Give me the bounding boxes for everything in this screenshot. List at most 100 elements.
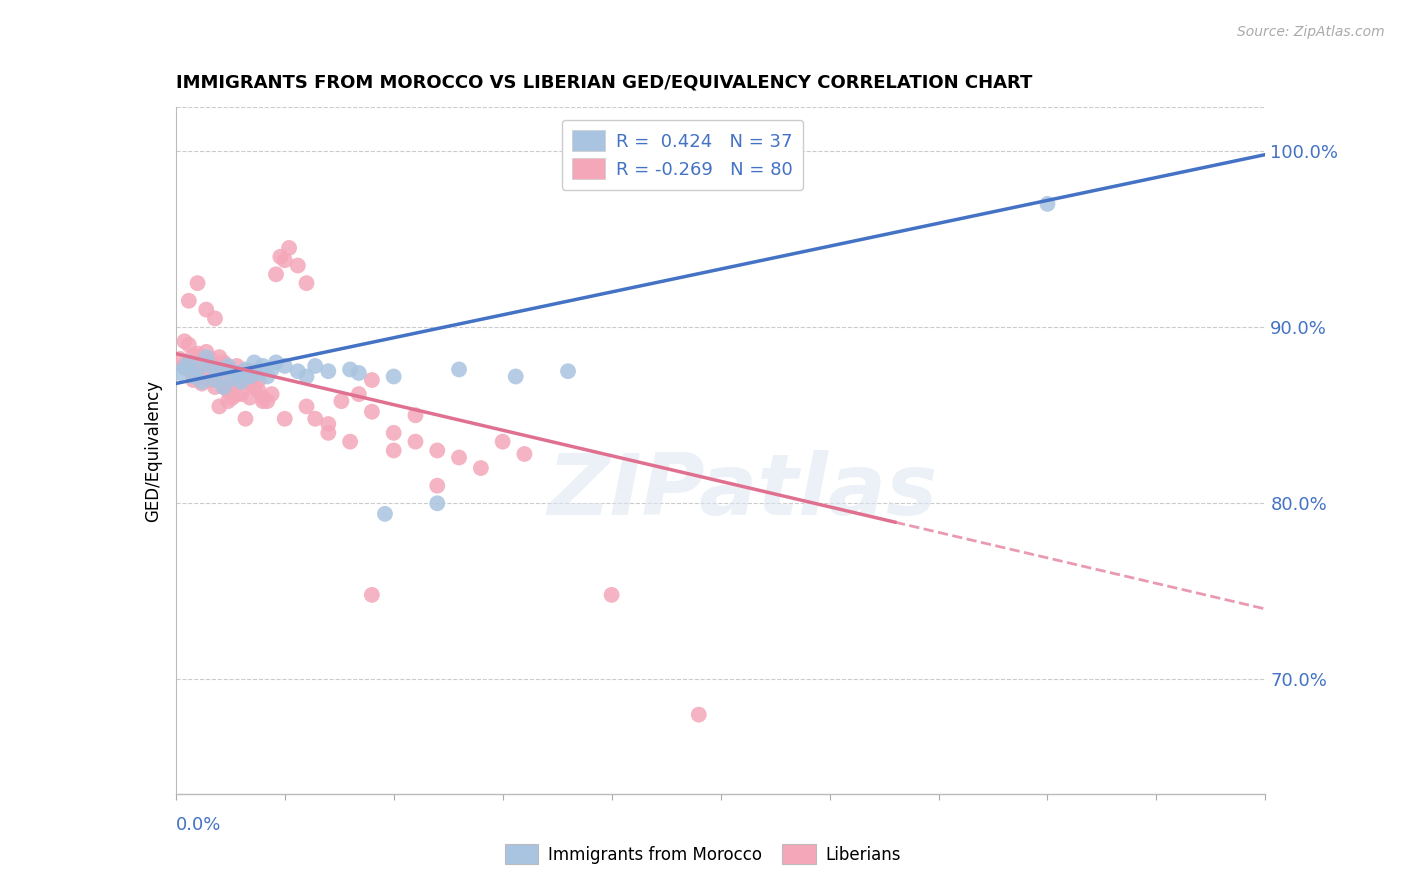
Y-axis label: GED/Equivalency: GED/Equivalency	[143, 379, 162, 522]
Point	[239, 369, 262, 384]
Point	[235, 373, 257, 387]
Point	[173, 359, 195, 373]
Point	[186, 369, 209, 384]
Point	[243, 355, 266, 369]
Point	[225, 359, 247, 373]
Point	[191, 357, 214, 371]
Point	[360, 588, 382, 602]
Point	[256, 369, 278, 384]
Point	[173, 360, 195, 375]
Point	[274, 253, 297, 268]
Point	[252, 394, 274, 409]
Point	[239, 376, 262, 391]
Point	[186, 346, 209, 360]
Point	[318, 425, 340, 440]
Point	[470, 461, 492, 475]
Point	[252, 359, 274, 373]
Point	[405, 409, 427, 423]
Point	[243, 380, 266, 394]
Point	[247, 366, 270, 380]
Point	[295, 276, 318, 290]
Point	[186, 276, 209, 290]
Point	[1036, 197, 1059, 211]
Point	[235, 364, 257, 378]
Point	[217, 360, 239, 375]
Point	[173, 334, 195, 349]
Point	[505, 369, 527, 384]
Point	[204, 380, 226, 394]
Point	[274, 411, 297, 425]
Point	[374, 507, 396, 521]
Text: IMMIGRANTS FROM MOROCCO VS LIBERIAN GED/EQUIVALENCY CORRELATION CHART: IMMIGRANTS FROM MOROCCO VS LIBERIAN GED/…	[176, 74, 1032, 92]
Point	[225, 387, 247, 401]
Point	[239, 391, 262, 405]
Point	[217, 359, 239, 373]
Point	[360, 405, 382, 419]
Point	[382, 425, 405, 440]
Point	[513, 447, 536, 461]
Point	[204, 373, 226, 387]
Text: ZIPatlas: ZIPatlas	[547, 450, 938, 533]
Point	[231, 368, 253, 382]
Point	[600, 588, 623, 602]
Point	[195, 344, 218, 359]
Point	[217, 384, 239, 398]
Text: Source: ZipAtlas.com: Source: ZipAtlas.com	[1237, 25, 1385, 39]
Point	[264, 268, 287, 282]
Point	[360, 373, 382, 387]
Point	[274, 359, 297, 373]
Point	[217, 394, 239, 409]
Point	[212, 380, 235, 394]
Point	[204, 359, 226, 373]
Point	[200, 359, 222, 373]
Point	[221, 369, 243, 384]
Point	[247, 384, 270, 398]
Point	[169, 366, 191, 380]
Point	[382, 443, 405, 458]
Point	[177, 338, 200, 352]
Point	[208, 364, 231, 378]
Point	[688, 707, 710, 722]
Point	[269, 250, 291, 264]
Point	[181, 373, 204, 387]
Point	[212, 355, 235, 369]
Point	[318, 417, 340, 431]
Point	[169, 351, 191, 366]
Point	[225, 376, 247, 391]
Point	[221, 391, 243, 405]
Point	[295, 369, 318, 384]
Point	[304, 359, 326, 373]
Point	[177, 293, 200, 308]
Point	[492, 434, 515, 449]
Text: 0.0%: 0.0%	[176, 816, 221, 834]
Legend: Immigrants from Morocco, Liberians: Immigrants from Morocco, Liberians	[498, 838, 908, 871]
Point	[295, 400, 318, 414]
Point	[304, 411, 326, 425]
Point	[447, 362, 470, 376]
Point	[200, 351, 222, 366]
Point	[347, 387, 370, 401]
Point	[557, 364, 579, 378]
Point	[426, 496, 449, 510]
Point	[256, 394, 278, 409]
Point	[191, 375, 214, 389]
Point	[278, 241, 301, 255]
Legend: R =  0.424   N = 37, R = -0.269   N = 80: R = 0.424 N = 37, R = -0.269 N = 80	[561, 120, 803, 190]
Point	[243, 364, 266, 378]
Point	[235, 362, 257, 376]
Point	[181, 369, 204, 384]
Point	[177, 355, 200, 369]
Point	[200, 373, 222, 387]
Point	[208, 369, 231, 384]
Point	[208, 350, 231, 364]
Point	[447, 450, 470, 465]
Point	[330, 394, 353, 409]
Point	[339, 362, 361, 376]
Point	[426, 443, 449, 458]
Point	[318, 364, 340, 378]
Point	[347, 366, 370, 380]
Point	[260, 387, 283, 401]
Point	[221, 371, 243, 385]
Point	[204, 311, 226, 326]
Point	[426, 478, 449, 492]
